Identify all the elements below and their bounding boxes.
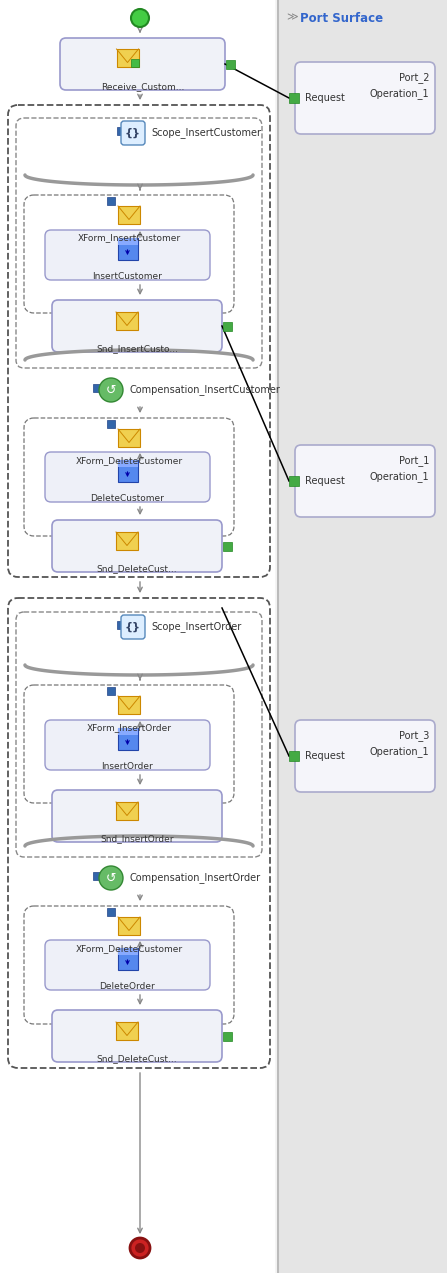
Bar: [93, 872, 101, 880]
Text: InsertCustomer: InsertCustomer: [93, 272, 162, 281]
FancyBboxPatch shape: [295, 62, 435, 134]
Text: Scope_InsertOrder: Scope_InsertOrder: [151, 621, 241, 633]
Text: XForm_InsertCustomer: XForm_InsertCustomer: [77, 233, 181, 242]
FancyBboxPatch shape: [16, 118, 262, 368]
Bar: [118, 728, 138, 735]
Text: InsertOrder: InsertOrder: [101, 763, 153, 771]
FancyBboxPatch shape: [52, 300, 222, 353]
Bar: [118, 728, 138, 750]
Text: Request: Request: [305, 751, 345, 761]
FancyBboxPatch shape: [295, 446, 435, 517]
Bar: [118, 948, 138, 955]
Bar: [223, 541, 232, 550]
FancyBboxPatch shape: [121, 615, 145, 639]
Text: Receive_Custom...: Receive_Custom...: [101, 81, 184, 90]
Text: Snd_InsertCusto...: Snd_InsertCusto...: [96, 344, 178, 353]
Text: Compensation_InsertCustomer: Compensation_InsertCustomer: [129, 384, 280, 396]
Text: Port_3: Port_3: [399, 729, 429, 741]
Text: XForm_DeleteCustomer: XForm_DeleteCustomer: [76, 456, 182, 465]
Bar: [131, 59, 139, 67]
Circle shape: [135, 1242, 145, 1253]
Bar: [117, 621, 125, 629]
Text: Operation_1: Operation_1: [369, 471, 429, 482]
Text: ↺: ↺: [106, 383, 116, 396]
Bar: [117, 127, 125, 135]
FancyBboxPatch shape: [60, 38, 225, 90]
FancyBboxPatch shape: [24, 685, 234, 803]
Text: DeleteCustomer: DeleteCustomer: [91, 494, 164, 503]
Bar: [0, 0, 275, 1273]
Circle shape: [99, 866, 123, 890]
FancyBboxPatch shape: [52, 791, 222, 841]
Bar: [118, 206, 140, 224]
Bar: [118, 948, 138, 970]
Bar: [289, 476, 299, 486]
Bar: [289, 751, 299, 761]
FancyBboxPatch shape: [8, 598, 270, 1068]
Bar: [278, 0, 447, 1273]
Text: Snd_InsertOrder: Snd_InsertOrder: [100, 834, 174, 843]
Text: Port_2: Port_2: [398, 73, 429, 83]
FancyBboxPatch shape: [24, 195, 234, 313]
Text: ↺: ↺: [106, 872, 116, 885]
Text: Port_1: Port_1: [399, 454, 429, 466]
Text: Request: Request: [305, 476, 345, 486]
Text: Port Surface: Port Surface: [300, 11, 383, 25]
Bar: [118, 429, 140, 447]
Bar: [223, 322, 232, 331]
Text: DeleteOrder: DeleteOrder: [100, 981, 156, 990]
Bar: [118, 460, 138, 467]
Bar: [118, 238, 138, 244]
Circle shape: [130, 1239, 150, 1258]
FancyBboxPatch shape: [295, 721, 435, 792]
FancyBboxPatch shape: [45, 721, 210, 770]
Bar: [118, 238, 138, 260]
Text: Operation_1: Operation_1: [369, 88, 429, 99]
Text: {}: {}: [125, 622, 141, 633]
Bar: [118, 917, 140, 934]
Bar: [225, 60, 235, 69]
FancyBboxPatch shape: [45, 230, 210, 280]
Bar: [116, 532, 138, 550]
Text: Compensation_InsertOrder: Compensation_InsertOrder: [129, 872, 260, 883]
Text: Scope_InsertCustomer: Scope_InsertCustomer: [151, 127, 261, 139]
Circle shape: [131, 9, 149, 27]
FancyBboxPatch shape: [52, 1009, 222, 1062]
Bar: [116, 1022, 138, 1040]
FancyBboxPatch shape: [8, 104, 270, 577]
Bar: [117, 48, 139, 67]
FancyBboxPatch shape: [121, 121, 145, 145]
Text: Request: Request: [305, 93, 345, 103]
Text: {}: {}: [125, 127, 141, 139]
Text: Snd_DeleteCust...: Snd_DeleteCust...: [97, 1054, 177, 1063]
Bar: [116, 802, 138, 820]
Bar: [107, 197, 115, 205]
FancyBboxPatch shape: [16, 612, 262, 857]
Bar: [116, 312, 138, 330]
Bar: [118, 460, 138, 482]
Text: XForm_InsertOrder: XForm_InsertOrder: [87, 723, 172, 732]
Bar: [289, 93, 299, 103]
Text: XForm_DeleteCustomer: XForm_DeleteCustomer: [76, 945, 182, 953]
Bar: [107, 420, 115, 428]
Bar: [107, 687, 115, 695]
FancyBboxPatch shape: [52, 519, 222, 572]
Circle shape: [99, 378, 123, 402]
Bar: [107, 908, 115, 917]
FancyBboxPatch shape: [45, 939, 210, 990]
Bar: [93, 384, 101, 392]
FancyBboxPatch shape: [24, 418, 234, 536]
Text: Operation_1: Operation_1: [369, 746, 429, 757]
FancyBboxPatch shape: [45, 452, 210, 502]
Bar: [118, 696, 140, 714]
Text: ≫: ≫: [286, 11, 298, 22]
FancyBboxPatch shape: [24, 906, 234, 1023]
Bar: [223, 1031, 232, 1040]
Text: Snd_DeleteCust...: Snd_DeleteCust...: [97, 564, 177, 573]
